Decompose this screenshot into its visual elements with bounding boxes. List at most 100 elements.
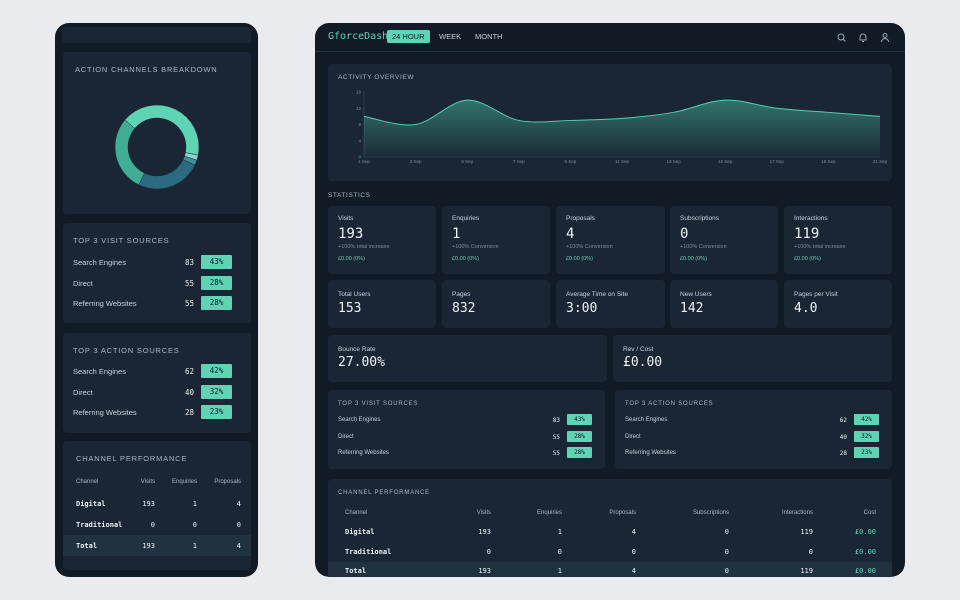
- table-cell: 0: [808, 547, 813, 556]
- column-header: Interactions: [781, 510, 813, 516]
- y-tick-label: 0: [358, 155, 361, 160]
- card: [613, 335, 892, 382]
- tab[interactable]: MONTH: [475, 32, 503, 41]
- stat-value: £0.00: [623, 355, 663, 370]
- source-value: 83: [552, 417, 560, 424]
- source-value: 55: [184, 278, 194, 288]
- bell-icon[interactable]: [859, 33, 867, 42]
- source-name: Search Engines: [73, 258, 126, 267]
- tab[interactable]: WEEK: [439, 32, 462, 41]
- share-badge: 42%: [854, 414, 879, 425]
- stat-note: +100% Conversion: [566, 244, 613, 250]
- card: [670, 206, 778, 274]
- table-cell: 4: [631, 567, 636, 575]
- table-cell: 0: [557, 547, 562, 556]
- column-header: Subscriptions: [692, 510, 729, 516]
- table-cell: 1: [557, 567, 562, 575]
- table-cell: 119: [800, 528, 813, 536]
- x-tick-label: 19 Sep: [821, 159, 836, 164]
- column-header: Channel: [76, 479, 99, 485]
- stat-label: Visits: [338, 215, 354, 222]
- table-cell: 0: [192, 521, 197, 529]
- share-badge: 28%: [567, 430, 592, 442]
- panel-corner: [315, 563, 905, 577]
- share-badge: 28%: [567, 447, 592, 458]
- card: [328, 390, 605, 469]
- source-value: 62: [839, 417, 847, 424]
- source-value: 28: [839, 450, 847, 457]
- x-tick-label: 5 Sep: [461, 159, 473, 164]
- column-header: Enquiries: [171, 479, 197, 485]
- donut-chart: [114, 104, 200, 190]
- toolbar-icons: [837, 33, 889, 43]
- card: [784, 280, 892, 328]
- stat-label: Rev / Cost: [623, 346, 654, 353]
- stat-value: 27.00%: [338, 355, 385, 370]
- stat-label: Proposals: [566, 215, 595, 222]
- stat-note: +100% Conversion: [680, 244, 727, 250]
- table-cell: 4: [236, 500, 241, 508]
- source-value: 62: [184, 367, 194, 376]
- stat-value: 3:00: [566, 301, 598, 316]
- source-name: Direct: [338, 433, 354, 440]
- column-header: Visits: [140, 479, 155, 485]
- tab[interactable]: 24 HOUR: [387, 30, 430, 43]
- source-name: Referring Websites: [73, 408, 137, 417]
- card-title: CHANNEL PERFORMANCE: [76, 454, 188, 463]
- user-icon[interactable]: [881, 33, 889, 43]
- stat-label: Average Time on Site: [566, 291, 629, 298]
- card: [615, 390, 892, 469]
- card: [328, 335, 607, 382]
- table-cell: 0: [724, 567, 729, 575]
- share-badge: 43%: [567, 414, 592, 425]
- card: [62, 27, 251, 43]
- stat-revenue: £0.00 (0%): [794, 256, 821, 262]
- table-cell: Digital: [76, 500, 106, 508]
- section-title: STATISTICS: [328, 192, 371, 199]
- card: [328, 280, 436, 328]
- column-header: Enquiries: [536, 510, 562, 516]
- card-title: TOP 3 VISIT SOURCES: [338, 401, 419, 407]
- stat-label: Pages: [452, 291, 471, 298]
- table-cell: 193: [142, 542, 155, 550]
- card: [328, 206, 436, 274]
- table-cell: 0: [236, 521, 241, 529]
- x-tick-label: 17 Sep: [770, 159, 785, 164]
- total-row-bg: [63, 535, 251, 556]
- table-cell: 0: [724, 547, 729, 556]
- x-tick-label: 7 Sep: [513, 159, 525, 164]
- source-value: 28: [184, 408, 194, 417]
- share-badge: 32%: [201, 384, 232, 399]
- source-name: Referring Websites: [625, 450, 676, 456]
- table-cell: 1: [557, 528, 562, 536]
- column-header: Cost: [863, 510, 876, 516]
- share-badge: 43%: [201, 255, 232, 269]
- stat-label: Enquiries: [452, 215, 480, 222]
- table-cell: Total: [345, 567, 367, 575]
- y-tick-label: 12: [356, 106, 362, 111]
- source-value: 55: [552, 450, 560, 457]
- source-name: Direct: [73, 278, 93, 288]
- column-header: Visits: [476, 510, 491, 516]
- stat-value: 1: [452, 226, 461, 242]
- donut-segment: [138, 159, 196, 190]
- table-cell: £0.00: [854, 547, 876, 556]
- table-cell: Digital: [345, 528, 375, 536]
- column-header: Channel: [345, 510, 368, 516]
- stat-label: Interactions: [794, 215, 828, 222]
- source-name: Referring Websites: [73, 299, 137, 308]
- card: [442, 206, 550, 274]
- search-icon[interactable]: [837, 33, 846, 42]
- share-badge: 23%: [854, 447, 879, 458]
- y-tick-label: 8: [358, 122, 361, 127]
- stat-label: Total Users: [338, 291, 371, 298]
- stat-label: Pages per Visit: [794, 291, 838, 298]
- area-chart: 0 4 8 12 16 1 Sep 3 Sep 5 Sep 7 Sep 9 Sep 11 Sep 13…: [356, 90, 888, 165]
- card-title: CHANNEL PERFORMANCE: [338, 490, 430, 496]
- source-value: 40: [184, 387, 194, 397]
- source-value: 55: [552, 433, 560, 441]
- table-cell: 4: [236, 542, 241, 550]
- stat-value: 4: [566, 226, 575, 242]
- source-name: Search Engines: [625, 417, 668, 423]
